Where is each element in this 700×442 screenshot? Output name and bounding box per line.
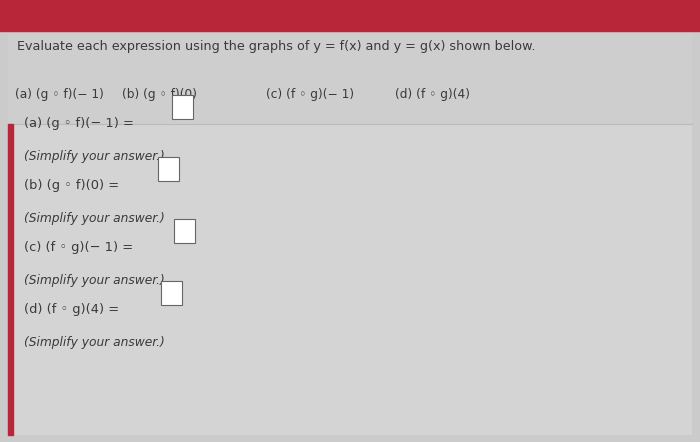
Text: (a) (g ◦ f)(− 1): (a) (g ◦ f)(− 1): [15, 88, 104, 101]
Bar: [8, 33, 692, 124]
Bar: [161, 281, 182, 305]
Text: (c) (f ◦ g)(− 1): (c) (f ◦ g)(− 1): [266, 88, 354, 101]
Bar: [8, 124, 13, 435]
Text: (b) (g ◦ f)(0): (b) (g ◦ f)(0): [122, 88, 197, 101]
Text: (d) (f ◦ g)(4): (d) (f ◦ g)(4): [395, 88, 470, 101]
Text: (Simplify your answer.): (Simplify your answer.): [24, 150, 164, 163]
Bar: [174, 219, 195, 243]
Bar: [158, 157, 178, 181]
Text: (Simplify your answer.): (Simplify your answer.): [24, 274, 164, 287]
Text: (c) (f ◦ g)(− 1) =: (c) (f ◦ g)(− 1) =: [24, 241, 137, 254]
Text: (Simplify your answer.): (Simplify your answer.): [24, 212, 164, 225]
Bar: [0, 0, 700, 31]
Text: Evaluate each expression using the graphs of y = f(x) and y = g(x) shown below.: Evaluate each expression using the graph…: [17, 40, 536, 53]
Text: (a) (g ◦ f)(− 1) =: (a) (g ◦ f)(− 1) =: [24, 117, 138, 130]
Text: (d) (f ◦ g)(4) =: (d) (f ◦ g)(4) =: [24, 303, 123, 316]
Text: (b) (g ◦ f)(0) =: (b) (g ◦ f)(0) =: [24, 179, 123, 192]
Text: (Simplify your answer.): (Simplify your answer.): [24, 336, 164, 349]
Bar: [172, 95, 193, 119]
